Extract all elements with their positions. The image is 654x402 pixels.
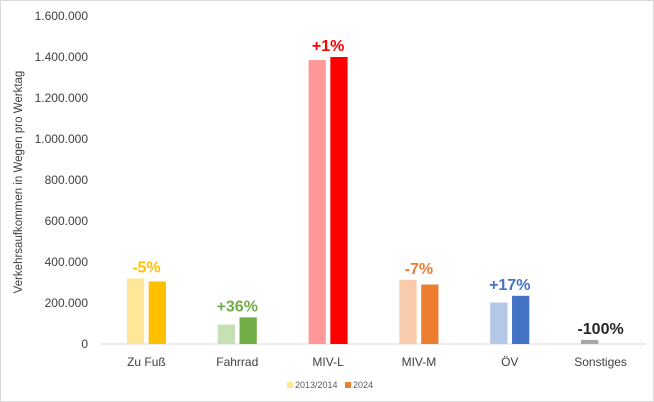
category-label: Zu Fuß: [127, 355, 166, 369]
bar-2024: [421, 284, 439, 344]
category-label: Fahrrad: [216, 355, 258, 369]
bar-2013-2014: [217, 324, 235, 344]
y-tick-label: 1.200.000: [35, 91, 89, 105]
legend-swatch: [287, 382, 293, 388]
change-label: +1%: [312, 38, 344, 55]
change-label: +36%: [217, 298, 258, 315]
category-label: ÖV: [501, 355, 518, 369]
y-tick-label: 200.000: [45, 296, 89, 310]
bar-2013-2014: [126, 278, 145, 344]
category-label: MIV-L: [312, 355, 344, 369]
bar-2024: [239, 317, 257, 344]
legend-label: 2013/2014: [295, 380, 338, 390]
y-tick-label: 600.000: [45, 214, 89, 228]
bar-2013-2014: [399, 279, 417, 344]
y-tick-label: 0: [81, 337, 88, 351]
y-tick-label: 1.600.000: [35, 9, 89, 23]
y-tick-label: 800.000: [45, 173, 89, 187]
bar-2013-2014: [581, 339, 599, 344]
legend: 2013/2014 2024: [287, 380, 373, 390]
bars: [126, 57, 599, 344]
change-labels: -5% +36% +1% -7% +17% -100%: [132, 38, 624, 338]
bar-2024: [148, 281, 166, 344]
bar-2013-2014: [308, 60, 326, 344]
change-label: -7%: [405, 261, 433, 278]
legend-label: 2024: [353, 380, 373, 390]
change-label: +17%: [489, 277, 530, 294]
change-label: -100%: [577, 321, 623, 338]
bar-2013-2014: [490, 302, 508, 344]
bar-2024: [512, 295, 530, 344]
category-label: Sonstiges: [574, 355, 627, 369]
y-axis-label-group: Verkehrsaufkommen in Wegen pro Werktag: [13, 71, 25, 294]
y-tick-label: 1.000.000: [35, 132, 89, 146]
y-axis-ticks: 0 200.000 400.000 600.000 800.000 1.000.000 1.…: [35, 9, 89, 351]
category-label: MIV-M: [402, 355, 437, 369]
bar-2024: [330, 57, 348, 344]
category-labels: Zu Fuß Fahrrad MIV-L MIV-M ÖV Sonstiges: [127, 355, 627, 369]
y-tick-label: 400.000: [45, 255, 89, 269]
y-axis-label: Verkehrsaufkommen in Wegen pro Werktag: [13, 71, 25, 294]
legend-swatch: [345, 382, 351, 388]
change-label: -5%: [132, 259, 160, 276]
y-tick-label: 1.400.000: [35, 50, 89, 64]
